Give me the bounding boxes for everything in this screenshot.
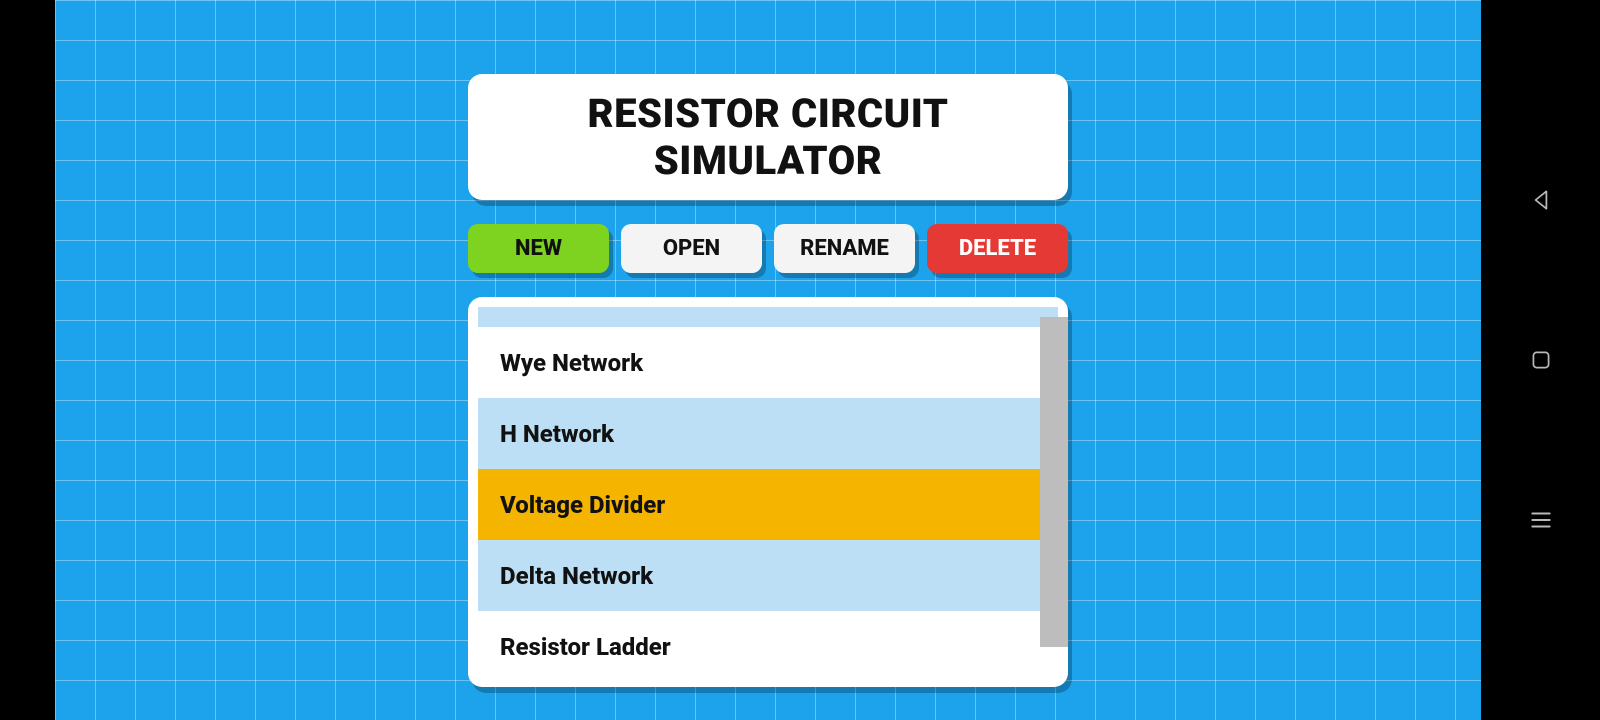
- list-scrollbar-track[interactable]: [1040, 317, 1068, 675]
- rename-button[interactable]: RENAME: [774, 224, 915, 273]
- list-item-label: Delta Network: [500, 562, 653, 590]
- list-item[interactable]: H Network: [478, 398, 1058, 469]
- list-item-selected[interactable]: Voltage Divider: [478, 469, 1058, 540]
- home-icon[interactable]: [1528, 347, 1554, 373]
- new-button-label: NEW: [515, 236, 562, 261]
- list-item[interactable]: Wye Network: [478, 327, 1058, 398]
- android-nav-bar: [1481, 0, 1600, 720]
- main-panel: RESISTOR CIRCUIT SIMULATOR NEW OPEN RENA…: [468, 74, 1068, 687]
- list-item-label: H Network: [500, 420, 614, 448]
- app-title: RESISTOR CIRCUIT SIMULATOR: [587, 90, 948, 184]
- delete-button-label: DELETE: [959, 236, 1036, 261]
- open-button[interactable]: OPEN: [621, 224, 762, 273]
- app-title-card: RESISTOR CIRCUIT SIMULATOR: [468, 74, 1068, 200]
- circuit-list: Wye Network H Network Voltage Divider De…: [478, 327, 1058, 677]
- back-icon[interactable]: [1528, 187, 1554, 213]
- list-item-label: Wye Network: [500, 349, 643, 377]
- open-button-label: OPEN: [663, 236, 720, 261]
- app-grid-background: RESISTOR CIRCUIT SIMULATOR NEW OPEN RENA…: [55, 0, 1481, 720]
- list-item[interactable]: Resistor Ladder: [478, 611, 1058, 677]
- circuit-list-card: Wye Network H Network Voltage Divider De…: [468, 297, 1068, 687]
- rename-button-label: RENAME: [800, 236, 889, 261]
- list-item[interactable]: Delta Network: [478, 540, 1058, 611]
- delete-button[interactable]: DELETE: [927, 224, 1068, 273]
- new-button[interactable]: NEW: [468, 224, 609, 273]
- list-scrollbar-thumb[interactable]: [1040, 317, 1068, 647]
- recent-apps-icon[interactable]: [1528, 507, 1554, 533]
- list-item-label: Resistor Ladder: [500, 633, 671, 661]
- list-header-strip: [478, 307, 1058, 327]
- action-button-row: NEW OPEN RENAME DELETE: [468, 224, 1068, 273]
- list-item-label: Voltage Divider: [500, 491, 665, 519]
